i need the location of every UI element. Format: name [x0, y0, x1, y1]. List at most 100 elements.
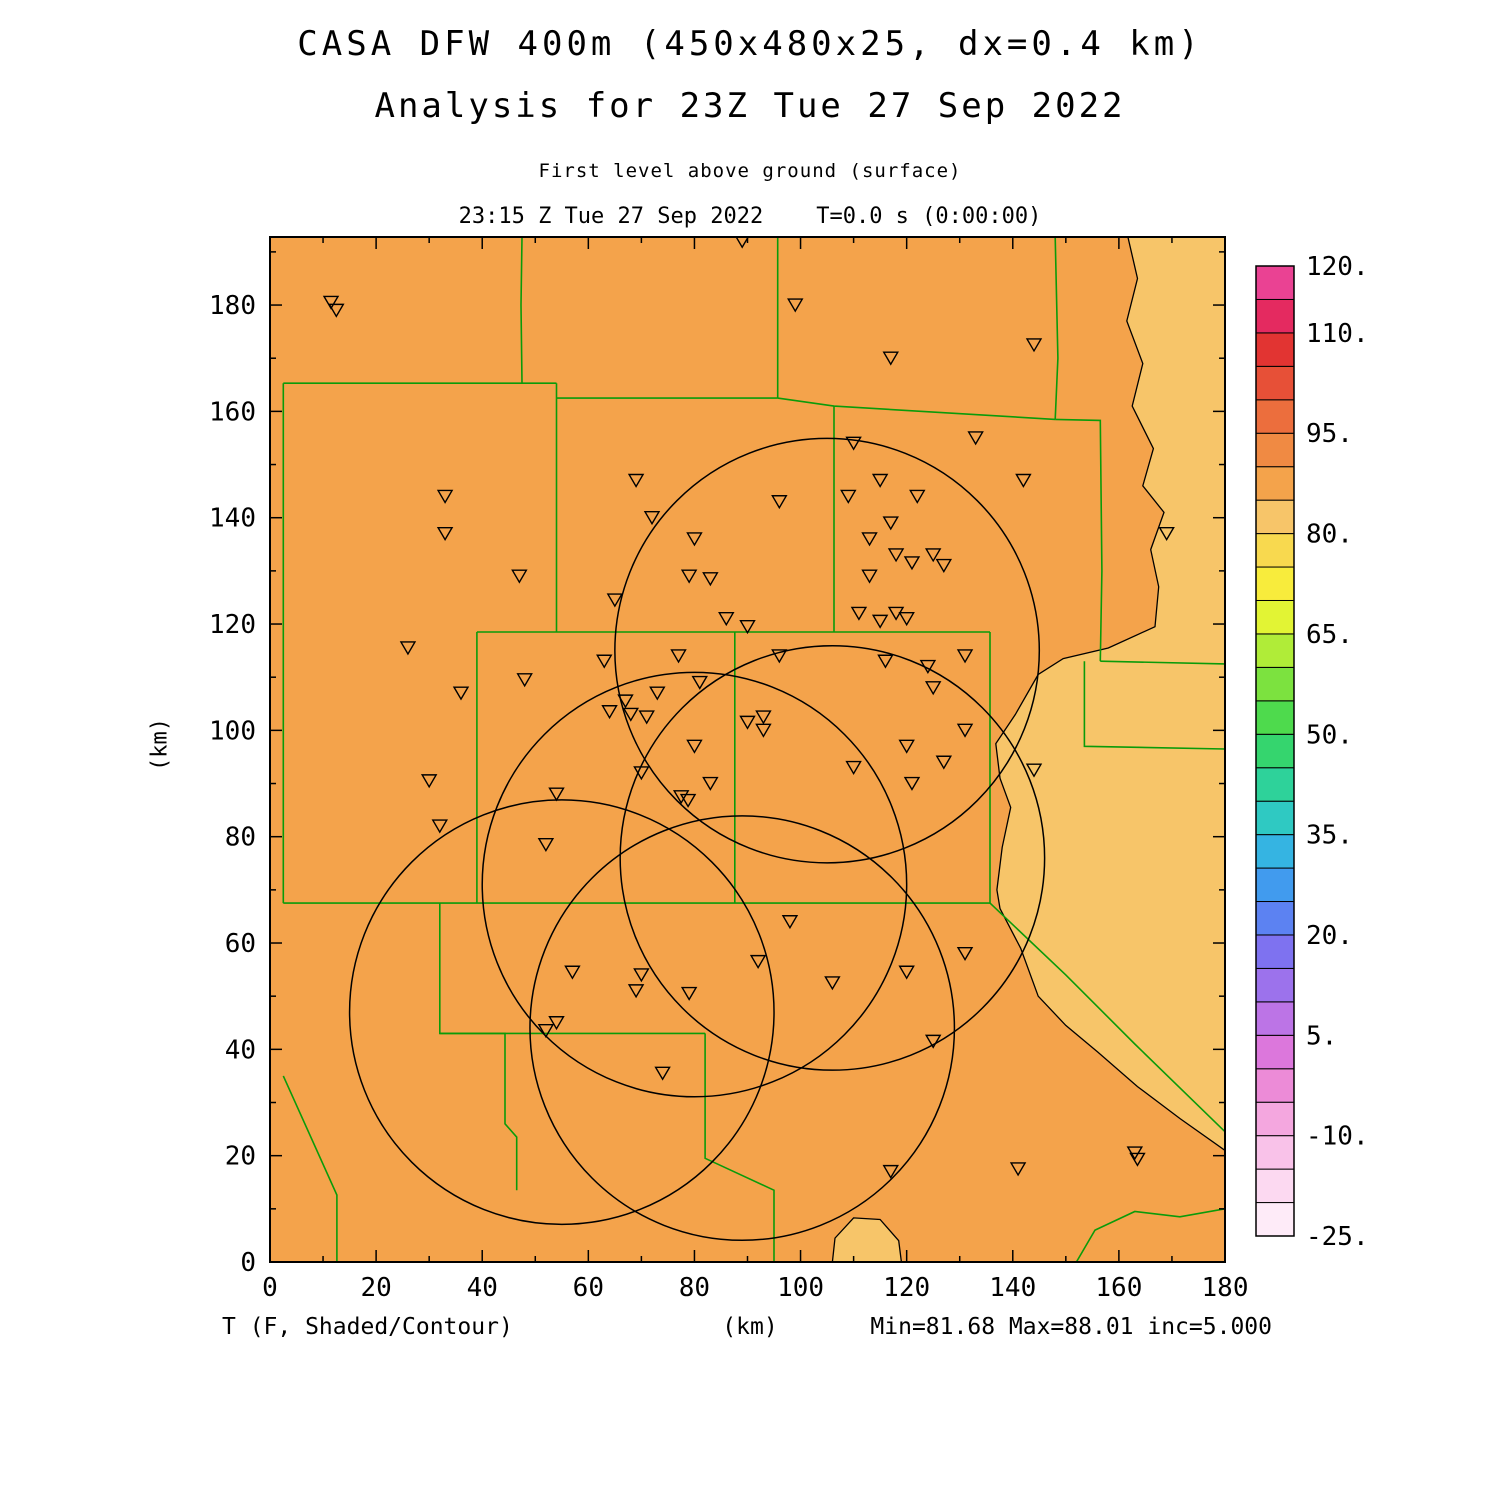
colorbar-cell — [1255, 298, 1295, 334]
colorbar-cell — [1255, 867, 1295, 903]
station-marker — [840, 489, 857, 504]
level-caption: First level above ground (surface) — [538, 160, 962, 182]
time-caption: 23:15 Z Tue 27 Sep 2022 T=0.0 s (0:00:00… — [458, 204, 1042, 229]
station-marker — [436, 489, 454, 504]
station-marker — [887, 548, 905, 563]
station-marker — [903, 776, 921, 791]
x-tick-label: 80 — [679, 1273, 710, 1303]
station-marker — [882, 351, 899, 366]
colorbar-cell — [1255, 666, 1295, 702]
station-marker — [877, 654, 894, 669]
minmax-caption: Min=81.68 Max=88.01 inc=5.000 — [870, 1314, 1272, 1340]
colorbar-cell — [1255, 533, 1295, 568]
station-marker — [537, 837, 555, 853]
station-marker — [702, 572, 719, 587]
colorbar-tick-label: 5. — [1306, 1021, 1337, 1051]
radar-range-ring — [614, 437, 1041, 864]
temp-contour-line — [995, 237, 1225, 1152]
station-marker — [649, 686, 666, 701]
station-marker — [739, 619, 756, 635]
colorbar-cell — [1255, 800, 1295, 836]
colorbar-frame — [1255, 265, 1295, 1237]
y-tick-label: 80 — [225, 823, 256, 853]
station-marker — [548, 1016, 565, 1031]
colorbar-tick-label: 35. — [1306, 821, 1353, 851]
station-marker — [903, 556, 921, 571]
colorbar-cell — [1255, 733, 1295, 769]
station-marker — [871, 473, 889, 488]
colorbar-cell — [1255, 901, 1295, 936]
station-marker — [882, 516, 899, 531]
colorbar-cell — [1255, 934, 1295, 969]
station-marker — [882, 1164, 899, 1180]
colorbar-cell — [1255, 767, 1295, 802]
station-marker — [516, 673, 533, 688]
colorbar-tick-label: 110. — [1306, 319, 1369, 349]
county-boundary — [282, 1075, 338, 1262]
radar-range-ring — [481, 671, 908, 1098]
station-marker — [622, 707, 639, 722]
colorbar-tick-label: 95. — [1306, 419, 1353, 449]
station-marker — [1025, 338, 1043, 353]
x-tick-label: 100 — [777, 1273, 824, 1303]
station-marker — [436, 526, 454, 542]
colorbar-cell — [1255, 499, 1295, 535]
station-marker — [755, 710, 772, 725]
colorbar-tick-label: 120. — [1306, 252, 1369, 282]
map-layer — [270, 237, 1225, 1262]
station-marker — [956, 946, 974, 962]
colorbar-cell — [1255, 834, 1295, 869]
plot-subtitle: Analysis for 23Z Tue 27 Sep 2022 — [374, 86, 1126, 126]
colorbar-cell — [1255, 1101, 1295, 1137]
x-axis-label: (km) — [722, 1314, 778, 1340]
station-marker — [771, 649, 788, 664]
colorbar-cell — [1255, 967, 1295, 1003]
station-marker — [606, 593, 624, 608]
station-marker — [845, 436, 862, 451]
station-marker — [672, 790, 690, 805]
colorbar-cell — [1255, 332, 1295, 367]
colorbar-cell — [1255, 1068, 1295, 1103]
station-marker — [654, 1066, 671, 1081]
station-marker — [399, 641, 417, 656]
y-axis-label: (km) — [147, 718, 173, 771]
colorbar-cell — [1255, 432, 1295, 468]
station-marker — [1158, 526, 1175, 542]
colorbar-cell — [1255, 566, 1295, 601]
station-marker — [935, 558, 953, 573]
station-marker — [691, 675, 708, 690]
y-tick-label: 0 — [240, 1248, 256, 1278]
x-tick-label: 0 — [262, 1273, 278, 1303]
station-marker — [898, 739, 915, 754]
station-marker — [627, 984, 645, 999]
station-marker — [431, 819, 448, 834]
station-marker — [749, 954, 767, 970]
station-marker — [718, 612, 735, 627]
x-tick-label: 140 — [989, 1273, 1036, 1303]
y-tick-label: 140 — [209, 504, 256, 534]
colorbar-cell — [1255, 265, 1295, 300]
station-marker — [924, 548, 942, 563]
station-marker — [643, 511, 661, 526]
station-marker — [919, 659, 937, 674]
station-marker — [787, 298, 804, 313]
station-marker — [633, 968, 650, 983]
y-tick-label: 40 — [225, 1035, 256, 1065]
station-marker — [924, 681, 942, 696]
station-marker — [1025, 763, 1043, 778]
county-boundary — [1055, 418, 1103, 662]
station-marker — [898, 965, 915, 980]
station-marker — [967, 431, 984, 446]
colorbar-cell — [1255, 466, 1295, 501]
station-marker — [633, 766, 650, 781]
temp-shading-region — [832, 1217, 902, 1262]
county-boundary — [438, 903, 518, 1191]
station-marker — [755, 723, 772, 738]
station-marker — [824, 976, 841, 991]
station-marker — [1129, 1152, 1146, 1167]
radar-range-ring — [619, 644, 1046, 1071]
station-marker — [420, 774, 438, 789]
x-tick-label: 20 — [360, 1273, 391, 1303]
colorbar-tick-label: -25. — [1306, 1222, 1369, 1252]
